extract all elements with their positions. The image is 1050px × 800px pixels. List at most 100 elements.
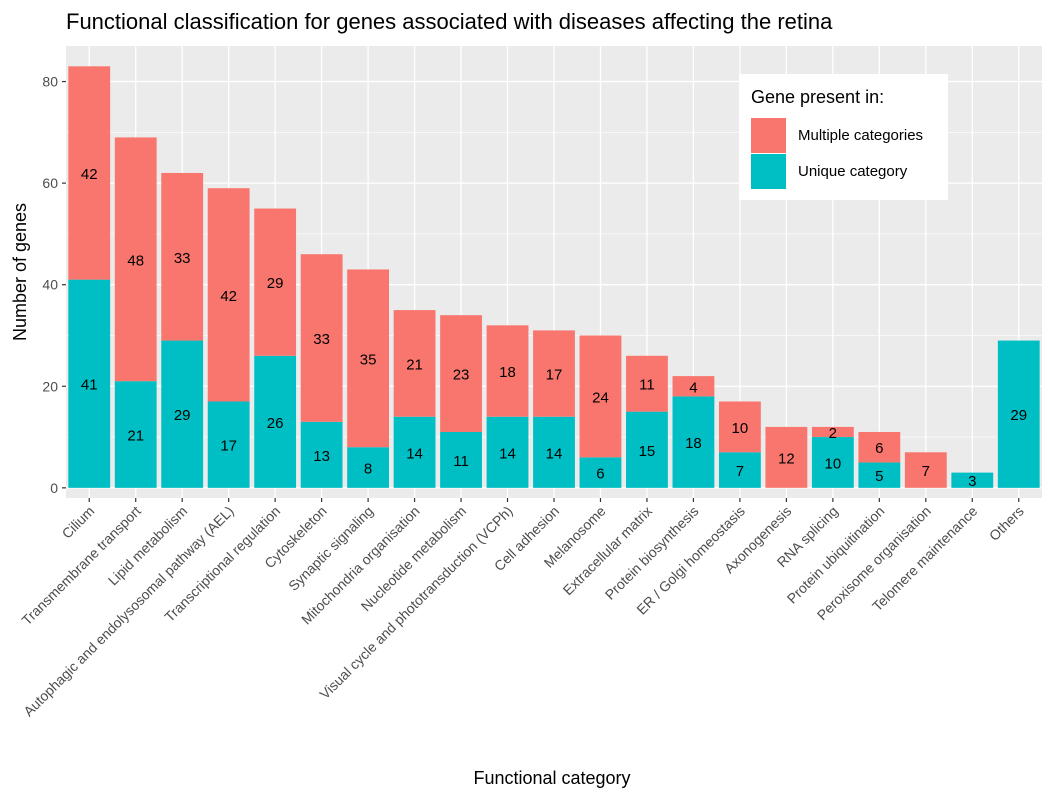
bar-unique xyxy=(533,416,575,488)
bar-label-multiple: 48 xyxy=(127,252,144,269)
legend-swatch xyxy=(751,118,786,153)
y-tick-label: 20 xyxy=(42,378,58,394)
bar-multiple xyxy=(858,431,901,463)
bar-unique xyxy=(161,340,204,488)
bar-unique xyxy=(68,279,111,488)
y-tick-label: 0 xyxy=(50,480,58,496)
bar-multiple xyxy=(533,330,575,417)
bar-unique xyxy=(440,431,482,488)
bar-multiple xyxy=(626,355,668,412)
bar-multiple xyxy=(440,315,482,432)
bar-unique xyxy=(347,447,390,488)
bars xyxy=(68,66,1040,488)
bar-unique xyxy=(672,396,715,488)
legend-label: Multiple categories xyxy=(798,127,923,144)
legend: Gene present in: Multiple categories Uniq… xyxy=(739,74,948,200)
bar-label-multiple: 10 xyxy=(732,420,749,437)
bar-label-multiple: 33 xyxy=(174,250,191,267)
bar-label-multiple: 11 xyxy=(639,377,655,394)
bar-multiple xyxy=(161,172,204,341)
bar-label-unique: 21 xyxy=(127,428,144,445)
bar-multiple xyxy=(300,254,343,422)
bar-unique xyxy=(486,416,529,488)
bar-multiple xyxy=(579,335,622,458)
legend-label: Unique category xyxy=(798,163,908,180)
bar-unique xyxy=(997,340,1040,488)
bar-multiple xyxy=(347,269,390,448)
bar-multiple xyxy=(254,208,297,356)
x-tick-label: Lipid metabolism xyxy=(105,503,191,589)
bar-unique xyxy=(114,381,157,488)
bar-label-multiple: 4 xyxy=(689,379,697,396)
bar-multiple xyxy=(68,66,111,280)
bar-label-unique: 11 xyxy=(453,453,469,470)
y-tick-label: 40 xyxy=(42,277,58,293)
bar-multiple xyxy=(114,137,157,382)
legend-title: Gene present in: xyxy=(751,87,884,107)
bar-label-multiple: 12 xyxy=(778,450,795,467)
bar-label-multiple: 42 xyxy=(81,166,98,183)
bar-label-unique: 17 xyxy=(220,438,237,455)
bar-label-multiple: 18 xyxy=(499,364,516,381)
x-tick-label: Others xyxy=(986,503,1027,544)
bar-label-unique: 29 xyxy=(1010,407,1027,424)
bar-label-multiple: 17 xyxy=(546,367,563,384)
bar-unique xyxy=(207,401,250,488)
bar-label-unique: 14 xyxy=(499,445,516,462)
bar-label-unique: 10 xyxy=(825,455,842,472)
bar-label-unique: 7 xyxy=(736,463,744,480)
bar-label-unique: 41 xyxy=(81,377,98,394)
bar-label-unique: 14 xyxy=(406,445,423,462)
bar-label-multiple: 35 xyxy=(360,351,377,368)
x-tick-label: Extracellular matrix xyxy=(560,503,655,598)
bar-unique xyxy=(300,421,343,488)
bar-multiple xyxy=(904,452,947,488)
bar-label-multiple: 21 xyxy=(406,356,423,373)
legend-swatch xyxy=(751,154,786,189)
bar-unique xyxy=(626,411,668,488)
bar-label-unique: 14 xyxy=(546,445,563,462)
bar-label-multiple: 2 xyxy=(829,425,837,442)
chart-title: Functional classification for genes asso… xyxy=(66,9,833,34)
bar-unique xyxy=(951,472,994,488)
bar-labels: 4142214829331742262913338351421112314181… xyxy=(81,166,1027,490)
bar-multiple xyxy=(672,376,715,397)
bar-unique xyxy=(718,452,761,488)
bar-label-multiple: 6 xyxy=(875,440,883,457)
bar-unique xyxy=(811,437,854,488)
bar-multiple xyxy=(486,325,529,417)
y-tick-label: 60 xyxy=(42,175,58,191)
bar-label-multiple: 33 xyxy=(313,331,330,348)
bar-unique xyxy=(393,416,436,488)
bar-multiple xyxy=(718,401,761,453)
bar-unique xyxy=(858,462,901,488)
y-axis: 0 20 40 60 80 xyxy=(42,74,66,496)
bar-label-multiple: 42 xyxy=(220,288,237,305)
x-tick-label: Synaptic signaling xyxy=(285,503,376,594)
bar-label-multiple: 29 xyxy=(267,275,284,292)
bar-label-unique: 15 xyxy=(639,443,656,460)
x-axis-title: Functional category xyxy=(473,768,630,788)
y-tick-label: 80 xyxy=(42,74,58,90)
x-tick-label: Cilium xyxy=(59,503,98,542)
bar-unique xyxy=(254,355,297,488)
x-tick-label: Autophagic and endolysosomal pathway (AE… xyxy=(20,503,237,720)
bar-label-unique: 8 xyxy=(364,461,372,478)
bar-label-multiple: 23 xyxy=(453,367,470,384)
bar-unique xyxy=(579,457,622,488)
bar-multiple xyxy=(765,426,808,488)
bar-label-multiple: 7 xyxy=(922,463,930,480)
bar-label-unique: 26 xyxy=(267,415,284,432)
y-axis-title: Number of genes xyxy=(10,203,30,341)
bar-multiple xyxy=(811,426,854,438)
bar-label-unique: 3 xyxy=(968,473,976,490)
bar-multiple xyxy=(207,188,250,402)
bar-label-unique: 29 xyxy=(174,407,191,424)
bar-label-unique: 5 xyxy=(875,468,883,485)
bar-label-unique: 13 xyxy=(313,448,330,465)
bar-label-unique: 6 xyxy=(596,466,604,483)
bar-multiple xyxy=(393,310,436,417)
bar-label-unique: 18 xyxy=(685,435,702,452)
